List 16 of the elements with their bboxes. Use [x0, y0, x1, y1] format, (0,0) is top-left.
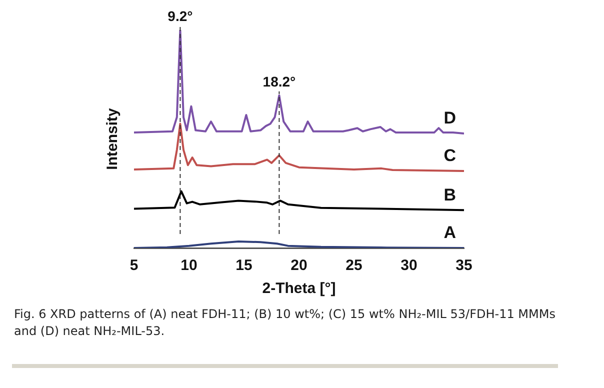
caption: Fig. 6 XRD patterns of (A) neat FDH-11; (B) 10 wt%; (C) 15 wt% NH₂-MIL 53/FDH-11 MMMs and (D) neat NH₂-MIL-53. — [14, 306, 556, 340]
x-tick-label: 15 — [236, 257, 252, 274]
y-axis-title: Intensity — [104, 108, 122, 170]
x-tick-label: 30 — [400, 257, 418, 274]
series-label: B — [444, 185, 456, 204]
ref-line-label: 9.2° — [168, 8, 193, 24]
series-label: C — [444, 146, 456, 166]
x-tick-label: 5 — [130, 257, 138, 274]
series-label: D — [444, 108, 456, 128]
x-axis-title: 2-Theta [°] — [262, 280, 336, 298]
x-tick-label: 20 — [290, 257, 308, 274]
x-tick-label: 35 — [456, 257, 472, 274]
x-tick-label: 10 — [180, 257, 198, 274]
series-label: A — [444, 223, 456, 242]
x-tick-label: 25 — [346, 257, 362, 274]
ref-line-label: 18.2° — [262, 73, 296, 90]
